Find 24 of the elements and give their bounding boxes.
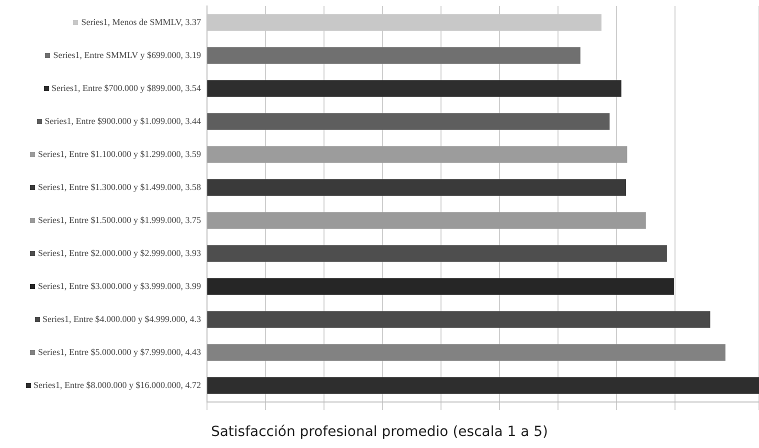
bar [207,179,626,196]
bar [207,80,622,97]
bar [207,47,580,64]
x-axis-title: Satisfacción profesional promedio (escala 1 a 5) [210,424,550,440]
data-label: Series1, Entre $3.000.000 y $3.999.000, 3.99 [38,280,202,291]
bar [207,212,646,229]
bar [207,377,759,394]
data-label: Series1, Menos de SMMLV, 3.37 [81,16,202,27]
data-label: Series1, Entre $1.300.000 y $1.499.000, 3.58 [38,182,202,192]
data-label: Series1, Entre $5.000.000 y $7.999.000, 4.43 [38,346,202,357]
data-label: Series1, Entre $700.000 y $899.000, 3.54 [52,82,202,93]
data-label: Series1, Entre SMMLV y $699.000, 3.19 [53,50,202,60]
data-label: Series1, Entre $2.000.000 y $2.999.000, 3.93 [38,248,202,258]
bar [207,146,628,163]
data-label: Series1, Entre $900.000 y $1.099.000, 3.44 [44,116,202,126]
bar [207,113,610,130]
bar [207,311,710,328]
bar [207,278,674,295]
bar [207,245,667,262]
bar [207,344,726,361]
data-label: Series1, Entre $8.000.000 y $16.000.000, 4.72 [34,380,201,390]
data-label: Series1, Entre $4.000.000 y $4.999.000, 4.3 [42,314,202,324]
data-label: Series1, Entre $1.500.000 y $1.999.000, 3.75 [38,214,202,225]
data-label: Series1, Entre $1.100.000 y $1.299.000, 3.59 [38,148,202,159]
